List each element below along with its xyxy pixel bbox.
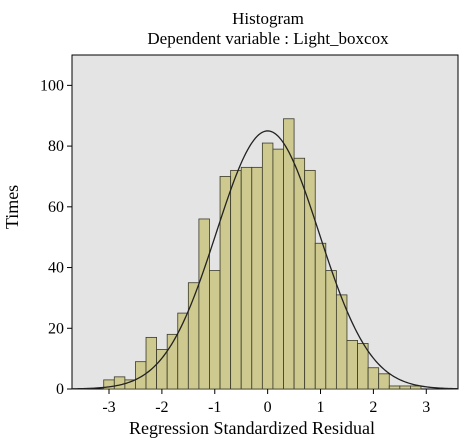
histogram-bar (346, 340, 358, 390)
histogram-bar (113, 376, 126, 390)
histogram-bar (261, 142, 274, 390)
x-axis-label: Regression Standardized Residual (129, 418, 375, 438)
chart-subtitle: Dependent variable : Light_boxcox (147, 29, 389, 48)
histogram-bar (156, 349, 168, 390)
histogram-bar (367, 367, 380, 390)
histogram-bar (304, 169, 316, 390)
y-axis: 0 20 40 60 80 100 (40, 77, 72, 398)
x-tick-label: 0 (264, 399, 272, 416)
histogram-bar (145, 336, 158, 390)
y-tick-label: 80 (48, 138, 64, 155)
histogram-bar (230, 169, 242, 390)
histogram-bar (314, 242, 327, 390)
chart-title: Histogram (232, 9, 304, 28)
histogram-bar (240, 166, 253, 390)
x-tick-label: 2 (369, 399, 377, 416)
x-tick-label: -1 (208, 399, 221, 416)
histogram-bar (198, 218, 210, 390)
y-tick-label: 20 (48, 320, 64, 337)
y-tick-label: 60 (48, 199, 64, 216)
histogram-bar (410, 385, 422, 390)
histogram-bar (378, 373, 390, 390)
histogram-bar (219, 176, 232, 390)
x-tick-label: -2 (155, 399, 168, 416)
x-tick-label: 3 (422, 399, 430, 416)
y-tick-label: 100 (40, 77, 64, 94)
histogram-bar (272, 148, 284, 390)
x-tick-label: 1 (317, 399, 325, 416)
histogram-bar (209, 270, 221, 390)
y-axis-label: Times (2, 185, 22, 229)
histogram-bar (177, 312, 189, 390)
histogram-bar (357, 343, 369, 390)
histogram-bar (325, 270, 337, 390)
histogram-bar (251, 166, 263, 390)
y-tick-label: 40 (48, 260, 64, 277)
histogram-bar (399, 385, 411, 390)
histogram-bar (388, 385, 401, 390)
histogram-bar (293, 157, 306, 390)
x-axis: -3 -2 -1 0 1 2 3 (102, 389, 430, 416)
y-tick-label: 0 (56, 381, 64, 398)
normal-curve (71, 130, 459, 390)
x-tick-label: -3 (102, 399, 115, 416)
histogram-bars (103, 118, 422, 390)
histogram-bar (335, 294, 348, 390)
